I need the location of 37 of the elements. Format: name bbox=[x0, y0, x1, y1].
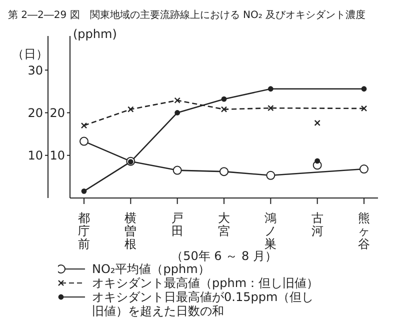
point bbox=[268, 104, 274, 112]
point bbox=[360, 164, 368, 174]
y-tick-label: 20 bbox=[28, 106, 43, 120]
point bbox=[314, 158, 320, 164]
point bbox=[80, 122, 88, 129]
point bbox=[81, 188, 87, 194]
y2-axis-title: (pphm) bbox=[73, 27, 117, 41]
x-tick-label: 大宮 bbox=[218, 211, 230, 238]
y-axis-title: （日） bbox=[12, 47, 48, 61]
point bbox=[361, 86, 367, 92]
x-tick-label: 熊ヶ谷 bbox=[358, 211, 370, 251]
point bbox=[128, 106, 134, 112]
legend-label: NO₂平均値（pphm） bbox=[92, 262, 211, 276]
x-tick-label: 古河 bbox=[311, 211, 324, 238]
y-tick-label: 10 bbox=[28, 148, 43, 163]
x-tick-label: 都庁前 bbox=[78, 211, 90, 251]
point bbox=[360, 105, 368, 112]
legend-label: オキシダント最高値（pphm：但し旧値） bbox=[92, 276, 320, 290]
point bbox=[266, 170, 276, 180]
point bbox=[172, 166, 182, 175]
x-tick-label: 戸田 bbox=[171, 211, 184, 238]
point bbox=[221, 96, 227, 102]
legend-label: オキシダント日最高値が0.15ppm（但し旧値）を超えた日数の和 bbox=[92, 290, 315, 318]
chart-title: 第 2―2―29 図 関東地域の主要流跡線上における NO₂ 及びオキシダント濃度 bbox=[8, 8, 367, 22]
y-tick-label: 30 bbox=[28, 63, 43, 78]
x-tick-label: 鴻ノ巣 bbox=[264, 211, 277, 251]
x-axis-title: （50年 6 ～ 8 月） bbox=[171, 249, 277, 263]
y2-tick-label: 20 bbox=[50, 106, 65, 120]
y2-tick-label: 10 bbox=[50, 148, 65, 163]
point bbox=[268, 86, 274, 92]
point bbox=[80, 136, 88, 146]
point bbox=[314, 120, 320, 126]
point bbox=[174, 97, 180, 104]
point bbox=[220, 167, 228, 176]
point bbox=[174, 110, 180, 116]
point bbox=[220, 106, 228, 112]
x-tick-label: 横曽根 bbox=[124, 211, 137, 251]
